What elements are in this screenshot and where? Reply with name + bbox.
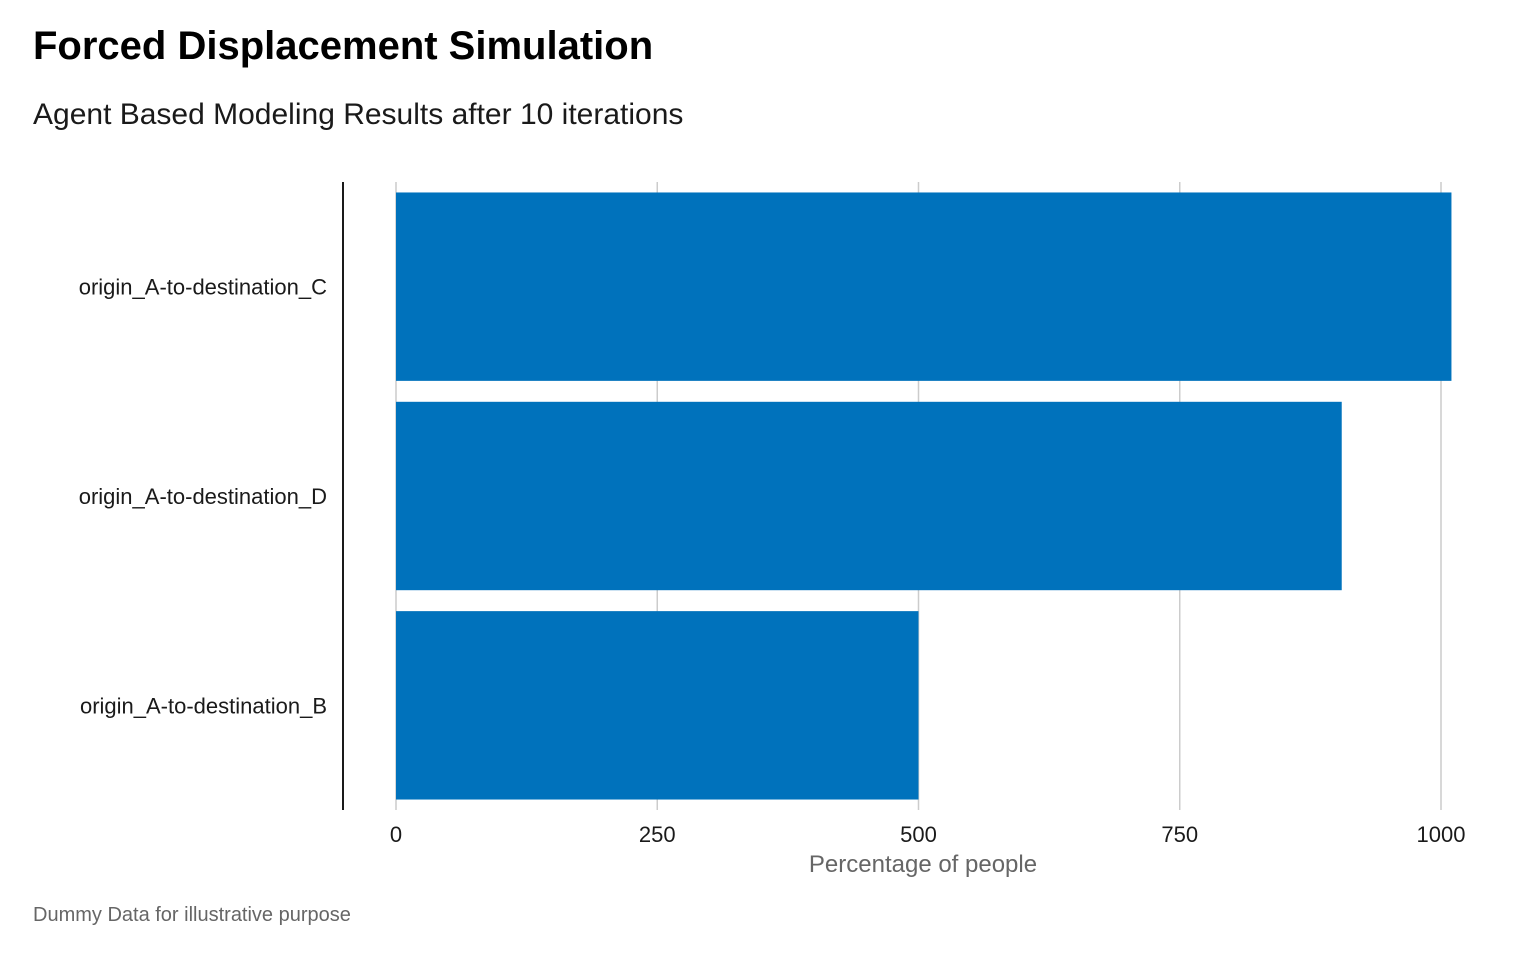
category-label: origin_A-to-destination_D xyxy=(79,484,327,509)
bars xyxy=(396,192,1452,800)
x-axis-title: Percentage of people xyxy=(809,851,1037,878)
chart-title: Forced Displacement Simulation xyxy=(33,24,654,68)
x-tick-label: 500 xyxy=(900,822,937,847)
x-tick-label: 1000 xyxy=(1417,822,1466,847)
chart-subtitle: Agent Based Modeling Results after 10 it… xyxy=(33,98,684,131)
bar xyxy=(396,611,919,800)
category-label: origin_A-to-destination_C xyxy=(79,275,327,300)
x-tick-labels: 0 250 500 750 1000 xyxy=(390,822,1466,847)
category-labels: origin_A-to-destination_C origin_A-to-des… xyxy=(79,275,327,719)
category-label: origin_A-to-destination_B xyxy=(80,693,327,718)
x-tick-label: 0 xyxy=(390,822,402,847)
chart-caption: Dummy Data for illustrative purpose xyxy=(33,904,351,926)
x-tick-label: 750 xyxy=(1161,822,1198,847)
bar xyxy=(396,192,1452,381)
x-tick-label: 250 xyxy=(639,822,676,847)
bar xyxy=(396,401,1342,591)
